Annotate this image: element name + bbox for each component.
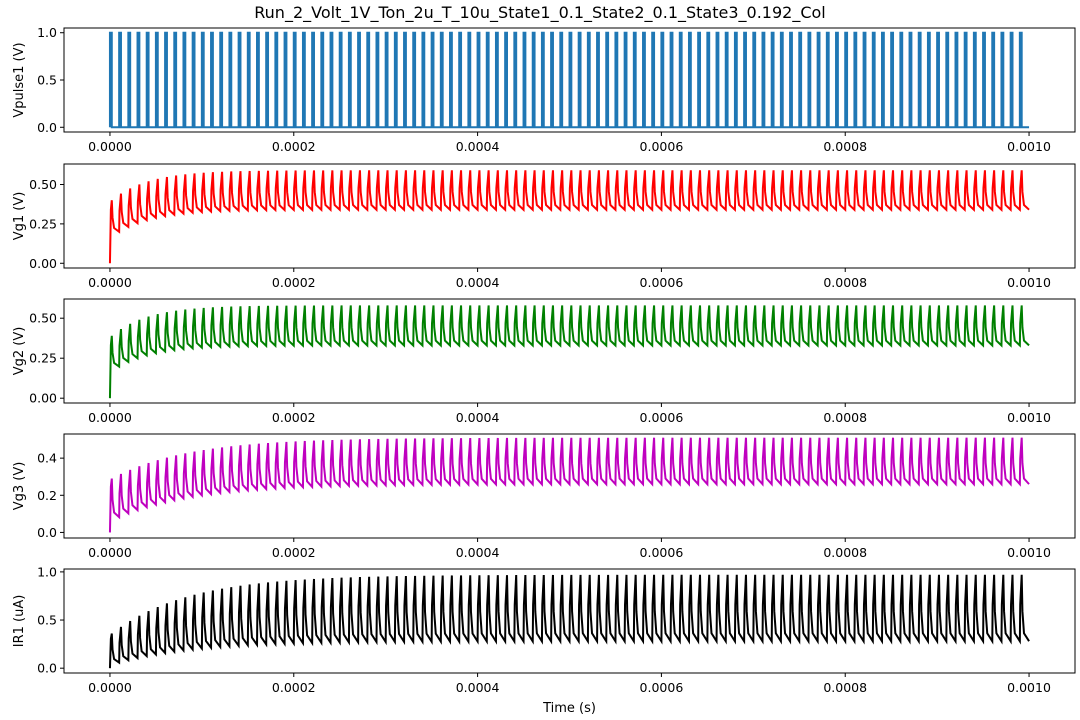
x-tick-label: 0.0006 — [640, 139, 684, 154]
subplot-1: Vpulse1 (V) 0.0000 0.0002 0.0004 0.0006 0.000… — [12, 25, 1076, 154]
axes-frame — [63, 568, 1076, 674]
y-axis-label: IR1 (uA) — [12, 595, 27, 648]
y-tick-label: 0.25 — [29, 351, 57, 366]
y-tick-label: 0.50 — [29, 177, 57, 192]
y-tick-label: 0.0 — [37, 120, 57, 135]
x-tick-label: 0.0000 — [88, 139, 132, 154]
series-line — [108, 574, 1030, 669]
x-tick-label: 0.0000 — [88, 410, 132, 425]
x-tick-label: 0.0004 — [456, 680, 500, 695]
x-tick-label: 0.0000 — [88, 680, 132, 695]
axes-frame — [63, 298, 1076, 404]
axes-frame — [63, 433, 1076, 539]
subplots: Vpulse1 (V)0.0000 0.0002 0.0004 0.0006 0.000… — [12, 25, 1076, 695]
subplot-4: Vg3 (V) 0.0000 0.0002 0.0004 0.0006 0.0008 0.0… — [12, 433, 1076, 560]
x-tick-label: 0.0004 — [456, 545, 500, 560]
y-axis-label: Vg2 (V) — [12, 327, 27, 376]
y-tick-label: 0.5 — [37, 73, 57, 88]
y-axis-label: Vg1 (V) — [12, 192, 27, 241]
x-tick-label: 0.0008 — [823, 410, 867, 425]
x-tick-label: 0.0004 — [456, 275, 500, 290]
y-tick-label: 0.0 — [37, 661, 57, 676]
x-tick-label: 0.0006 — [640, 545, 684, 560]
x-tick-label: 0.0002 — [272, 139, 316, 154]
axes-frame — [63, 27, 1076, 133]
x-tick-label: 0.0008 — [823, 139, 867, 154]
x-tick-label: 0.0010 — [1007, 545, 1051, 560]
series-line — [108, 437, 1030, 533]
subplot-2: Vg1 (V) 0.0000 0.0002 0.0004 0.0006 0.0008 0.0… — [12, 163, 1076, 290]
x-tick-label: 0.0000 — [88, 275, 132, 290]
x-tick-label: 0.0006 — [640, 275, 684, 290]
y-tick-label: 0.25 — [29, 216, 57, 231]
series-line — [108, 305, 1030, 399]
subplot-3: Vg2 (V) 0.0000 0.0002 0.0004 0.0006 0.0008 0.0… — [12, 298, 1076, 425]
x-tick-label: 0.0004 — [456, 139, 500, 154]
y-tick-label: 1.0 — [37, 25, 57, 40]
x-tick-label: 0.0006 — [640, 680, 684, 695]
x-axis-label: Time (s) — [542, 701, 596, 716]
x-tick-label: 0.0006 — [640, 410, 684, 425]
x-tick-label: 0.0002 — [272, 680, 316, 695]
x-tick-label: 0.0004 — [456, 410, 500, 425]
y-tick-label: 0.5 — [37, 613, 57, 628]
x-tick-label: 0.0002 — [272, 410, 316, 425]
subplot-5: IR1 (uA) 0.0000 0.0002 0.0004 0.0006 0.0008 0.… — [12, 564, 1076, 695]
x-tick-label: 0.0010 — [1007, 680, 1051, 695]
y-tick-label: 0.2 — [37, 488, 57, 503]
y-axis-label: Vg3 (V) — [12, 462, 27, 511]
x-tick-label: 0.0008 — [823, 545, 867, 560]
y-tick-label: 1.0 — [37, 564, 57, 579]
x-tick-label: 0.0002 — [272, 545, 316, 560]
series-line — [108, 31, 1030, 129]
x-tick-label: 0.0008 — [823, 275, 867, 290]
y-tick-label: 0.4 — [37, 451, 57, 466]
y-tick-label: 0.00 — [29, 391, 57, 406]
x-tick-label: 0.0010 — [1007, 410, 1051, 425]
series-line — [108, 170, 1030, 264]
x-tick-label: 0.0008 — [823, 680, 867, 695]
y-tick-label: 0.00 — [29, 256, 57, 271]
figure-title: Run_2_Volt_1V_Ton_2u_T_10u_State1_0.1_St… — [254, 3, 825, 23]
y-tick-label: 0.50 — [29, 311, 57, 326]
x-tick-label: 0.0002 — [272, 275, 316, 290]
x-tick-label: 0.0000 — [88, 545, 132, 560]
x-tick-label: 0.0010 — [1007, 275, 1051, 290]
axes-frame — [63, 163, 1076, 269]
y-tick-label: 0.0 — [37, 525, 57, 540]
y-axis-label: Vpulse1 (V) — [12, 42, 27, 117]
x-tick-label: 0.0010 — [1007, 139, 1051, 154]
